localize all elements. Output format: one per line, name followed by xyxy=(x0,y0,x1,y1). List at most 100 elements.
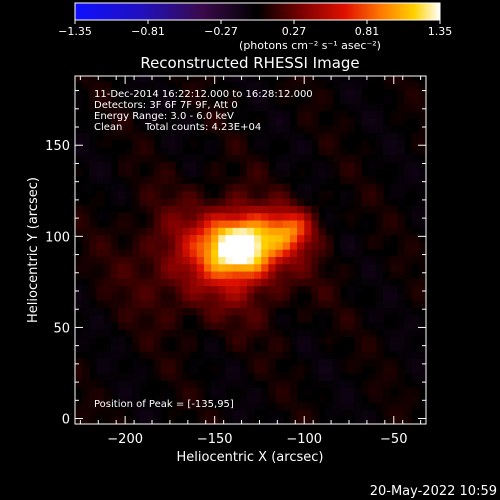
heatmap-cell xyxy=(189,292,198,301)
heatmap-cell xyxy=(75,285,83,294)
heatmap-cell xyxy=(297,234,305,243)
heatmap-cell xyxy=(375,402,384,411)
heatmap-cell xyxy=(275,132,284,141)
heatmap-cell xyxy=(289,394,298,403)
heatmap-cell xyxy=(347,241,355,250)
heatmap-cell xyxy=(275,278,284,287)
heatmap-cell xyxy=(275,176,284,185)
heatmap-cell xyxy=(132,125,141,134)
heatmap-cell xyxy=(340,249,348,257)
heatmap-cell xyxy=(390,409,398,418)
heatmap-cell xyxy=(383,300,391,308)
heatmap-cell xyxy=(168,88,176,97)
heatmap-cell xyxy=(304,285,312,294)
heatmap-cell xyxy=(289,161,298,170)
heatmap-cell xyxy=(311,227,320,236)
heatmap-cell xyxy=(146,139,155,148)
heatmap-cell xyxy=(203,139,212,148)
heatmap-cell xyxy=(261,212,269,221)
heatmap-cell xyxy=(139,416,148,424)
heatmap-cell xyxy=(196,402,205,411)
heatmap-cell xyxy=(75,278,83,287)
heatmap-cell xyxy=(175,365,184,374)
heatmap-cell xyxy=(390,380,398,389)
heatmap-cell xyxy=(89,227,98,236)
heatmap-cell xyxy=(347,292,355,301)
heatmap-cell xyxy=(203,307,212,316)
heatmap-cell xyxy=(211,351,219,360)
heatmap-cell xyxy=(196,219,205,228)
heatmap-cell xyxy=(160,249,169,257)
heatmap-cell xyxy=(132,336,141,345)
heatmap-cell xyxy=(225,321,234,330)
heatmap-cell xyxy=(261,183,269,192)
heatmap-cell xyxy=(218,278,227,287)
heatmap-cell xyxy=(232,241,241,250)
heatmap-cell xyxy=(196,300,205,308)
heatmap-cell xyxy=(175,372,184,381)
heatmap-cell xyxy=(368,161,377,170)
heatmap-cell xyxy=(132,256,141,265)
heatmap-cell xyxy=(160,147,169,155)
heatmap-cell xyxy=(397,321,406,330)
heatmap-cell xyxy=(311,219,320,228)
heatmap-cell xyxy=(125,212,133,221)
heatmap-cell xyxy=(254,212,262,221)
heatmap-cell xyxy=(203,161,212,170)
heatmap-cell xyxy=(354,387,363,396)
heatmap-cell xyxy=(168,380,176,389)
heatmap-cell xyxy=(168,321,176,330)
heatmap-cell xyxy=(254,88,262,97)
heatmap-cell xyxy=(325,372,334,381)
heatmap-cell xyxy=(211,147,219,155)
heatmap-cell xyxy=(318,219,327,228)
heatmap-cell xyxy=(160,285,169,294)
heatmap-cell xyxy=(332,212,341,221)
heatmap-cell xyxy=(203,212,212,221)
heatmap-cell xyxy=(304,402,312,411)
heatmap-cell xyxy=(289,88,298,97)
heatmap-cell xyxy=(146,219,155,228)
heatmap-cell xyxy=(318,88,327,97)
heatmap-cell xyxy=(153,161,162,170)
heatmap-cell xyxy=(175,300,184,308)
heatmap-cell xyxy=(261,300,269,308)
heatmap-cell xyxy=(261,147,269,155)
heatmap-cell xyxy=(196,227,205,236)
heatmap-cell xyxy=(275,88,284,97)
heatmap-cell xyxy=(232,190,241,199)
heatmap-cell xyxy=(261,256,269,265)
heatmap-cell xyxy=(182,234,191,243)
heatmap-cell xyxy=(82,256,90,265)
heatmap-cell xyxy=(411,321,420,330)
heatmap-cell xyxy=(354,176,363,185)
heatmap-cell xyxy=(139,227,148,236)
heatmap-cell xyxy=(354,154,363,163)
heatmap-cell xyxy=(146,336,155,345)
heatmap-cell xyxy=(383,81,391,90)
heatmap-cell xyxy=(82,307,90,316)
heatmap-cell xyxy=(160,256,169,265)
heatmap-cell xyxy=(304,96,312,104)
heatmap-cell xyxy=(397,219,406,228)
heatmap-cell xyxy=(332,117,341,126)
heatmap-cell xyxy=(275,212,284,221)
heatmap-cell xyxy=(375,219,384,228)
heatmap-cell xyxy=(311,81,320,90)
heatmap-cell xyxy=(189,336,198,345)
heatmap-cell xyxy=(311,96,320,104)
heatmap-cell xyxy=(297,117,305,126)
heatmap-cell xyxy=(175,76,184,83)
heatmap-cell xyxy=(383,256,391,265)
heatmap-cell xyxy=(418,161,426,170)
heatmap-cell xyxy=(404,278,413,287)
heatmap-cell xyxy=(132,380,141,389)
heatmap-cell xyxy=(347,212,355,221)
heatmap-cell xyxy=(196,278,205,287)
heatmap-cell xyxy=(340,380,348,389)
heatmap-cell xyxy=(96,314,105,323)
heatmap-cell xyxy=(175,321,184,330)
heatmap-cell xyxy=(289,416,298,424)
heatmap-cell xyxy=(168,161,176,170)
heatmap-cell xyxy=(175,394,184,403)
